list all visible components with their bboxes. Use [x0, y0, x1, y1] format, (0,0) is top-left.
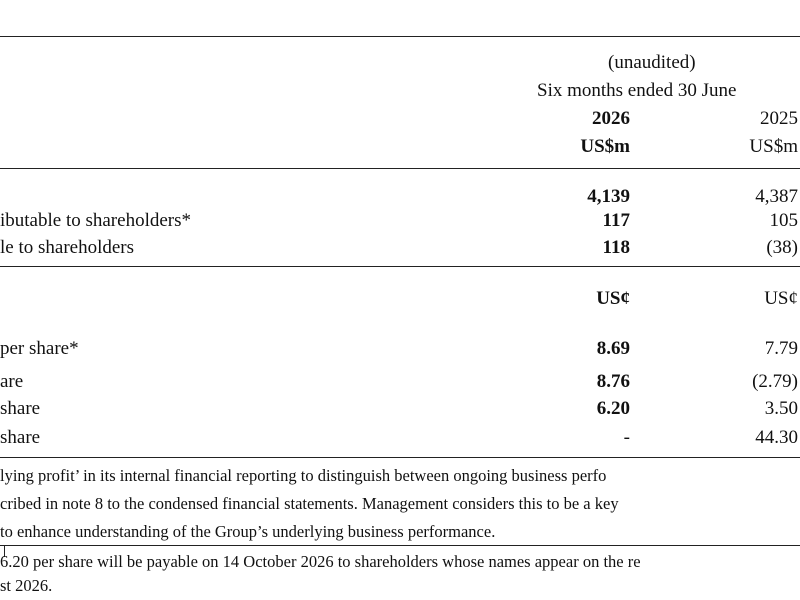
period-label: Six months ended 30 June	[537, 80, 737, 101]
row-current: -	[623, 427, 630, 448]
footnote-line-1: lying profit’ in its internal financial …	[0, 466, 607, 485]
row-prior: (2.79)	[752, 371, 798, 392]
row-current: 6.20	[596, 398, 630, 419]
per-share-unit-prior: US¢	[764, 288, 798, 309]
footnote-line-4: 6.20 per share will be payable on 14 Oct…	[0, 552, 641, 571]
row-label: are	[0, 371, 24, 392]
row-prior: 7.79	[764, 338, 798, 359]
footnote-divider-rule	[0, 545, 800, 546]
amounts-bottom-rule	[0, 266, 800, 267]
row-current: 8.69	[596, 338, 630, 359]
row-prior: 4,387	[755, 186, 798, 207]
unit-prior: US$m	[749, 136, 798, 157]
footnote-line-2: cribed in note 8 to the condensed financ…	[0, 494, 619, 513]
unaudited-label: (unaudited)	[608, 52, 696, 73]
row-current: 8.76	[596, 371, 630, 392]
row-label: ibutable to shareholders*	[0, 210, 192, 231]
row-prior: 44.30	[755, 427, 798, 448]
row-prior: 105	[769, 210, 799, 231]
top-rule	[0, 36, 800, 37]
row-current: 117	[602, 210, 630, 231]
per-share-bottom-rule	[0, 457, 800, 458]
header-bottom-rule	[0, 168, 800, 169]
year-current: 2026	[592, 108, 630, 129]
per-share-unit-current: US¢	[596, 288, 630, 309]
row-prior: (38)	[766, 237, 798, 258]
footnote-line-5: st 2026.	[0, 576, 53, 595]
row-prior: 3.50	[764, 398, 798, 419]
footnote-line-3: to enhance understanding of the Group’s …	[0, 522, 496, 541]
row-label: per share*	[0, 338, 79, 359]
row-label: share	[0, 427, 41, 448]
row-current: 118	[602, 237, 630, 258]
footnote-divider-tick	[4, 545, 5, 557]
unit-current: US$m	[580, 136, 630, 157]
year-prior: 2025	[760, 108, 798, 129]
row-current: 4,139	[587, 186, 630, 207]
row-label: le to shareholders	[0, 237, 135, 258]
row-label: share	[0, 398, 41, 419]
